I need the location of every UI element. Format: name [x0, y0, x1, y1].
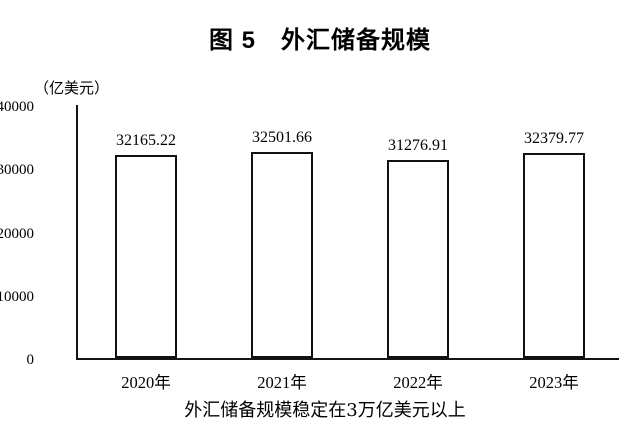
- plot-area: 0 10000 20000 30000 40000 32165.22 2020年 32501.…: [0, 99, 619, 392]
- y-axis-tick-label: 30000: [0, 162, 34, 179]
- bar-2023年: [523, 153, 585, 358]
- bar-2020年: [115, 154, 177, 358]
- bar-2022年: [387, 160, 449, 358]
- x-axis-tick-label: 2022年: [393, 373, 443, 392]
- figure-caption: 外汇储备规模稳定在3万亿美元以上: [184, 400, 466, 421]
- x-axis-tick-label: 2020年: [121, 373, 171, 392]
- y-axis-tick-label: 0: [26, 352, 35, 368]
- bar-value-label: 31276.91: [388, 137, 448, 155]
- bar-value-label: 32379.77: [524, 130, 584, 148]
- bar-value-label: 32165.22: [116, 131, 176, 149]
- y-axis-tick-label: 10000: [0, 288, 34, 305]
- y-axis-unit-label: （亿美元）: [34, 81, 110, 97]
- x-axis-tick-label: 2023年: [529, 373, 579, 392]
- y-axis-tick-label: 40000: [0, 99, 34, 115]
- bar-2021年: [251, 152, 313, 358]
- figure-title: 图 5 外汇储备规模: [208, 27, 431, 54]
- y-axis-tick-label: 20000: [0, 225, 34, 242]
- x-axis-tick-label: 2021年: [257, 373, 307, 392]
- bar-value-label: 32501.66: [252, 129, 312, 147]
